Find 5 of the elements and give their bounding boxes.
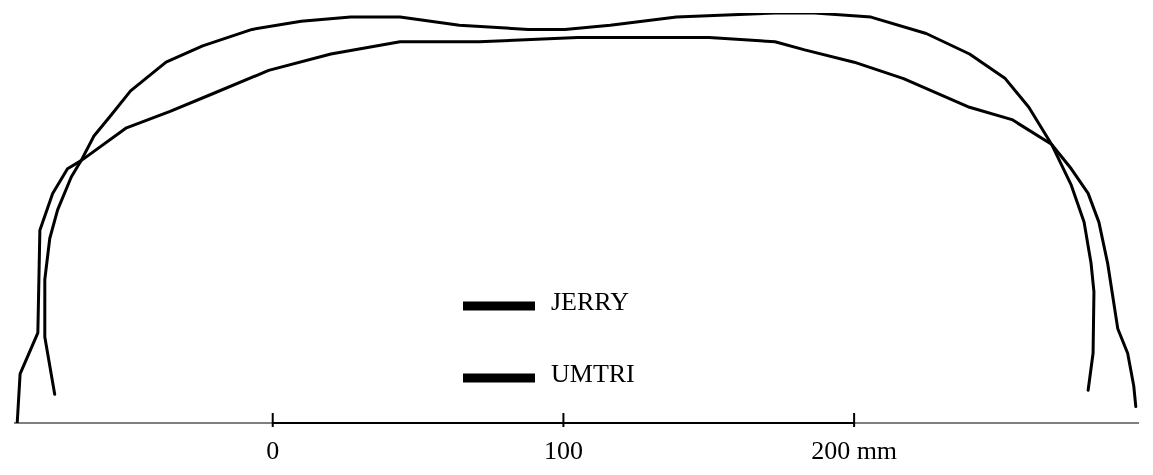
legend-label: UMTRI [551,358,635,388]
x-tick-label: 100 [543,436,583,465]
x-tick-label: 0 [266,436,280,465]
x-tick-label: 200 mm [811,436,898,465]
legend-label: JERRY [551,286,630,316]
